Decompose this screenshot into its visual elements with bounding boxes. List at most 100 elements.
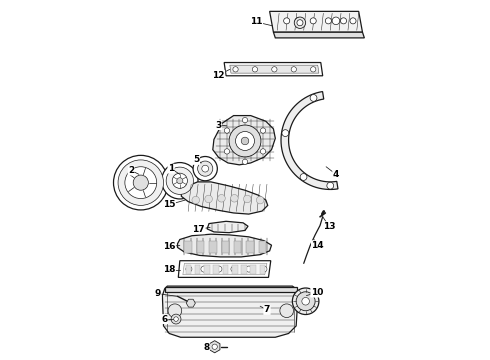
Circle shape — [125, 167, 157, 199]
Circle shape — [224, 128, 230, 133]
Text: 16: 16 — [163, 242, 175, 251]
Bar — [195, 265, 200, 274]
Text: 12: 12 — [212, 71, 225, 80]
Polygon shape — [273, 32, 365, 38]
Circle shape — [310, 18, 316, 24]
Text: 18: 18 — [163, 265, 175, 274]
Circle shape — [261, 266, 267, 272]
Bar — [213, 265, 219, 274]
Circle shape — [224, 149, 230, 154]
Circle shape — [325, 18, 331, 24]
Text: 2: 2 — [128, 166, 134, 175]
Polygon shape — [183, 264, 267, 275]
Circle shape — [216, 266, 222, 272]
Bar — [259, 241, 266, 253]
Text: 17: 17 — [193, 225, 205, 234]
Circle shape — [302, 297, 309, 305]
Circle shape — [310, 95, 317, 102]
Circle shape — [246, 266, 252, 272]
Circle shape — [327, 182, 334, 189]
Polygon shape — [224, 63, 323, 76]
Circle shape — [186, 266, 192, 272]
Circle shape — [162, 163, 198, 199]
Circle shape — [280, 304, 294, 318]
Polygon shape — [281, 91, 338, 189]
Bar — [186, 265, 191, 274]
Circle shape — [233, 67, 238, 72]
Circle shape — [244, 195, 251, 203]
Circle shape — [297, 20, 303, 26]
Circle shape — [133, 175, 148, 190]
Text: 8: 8 — [203, 343, 209, 352]
Polygon shape — [181, 182, 268, 214]
Circle shape — [205, 195, 212, 203]
Circle shape — [341, 18, 346, 24]
Circle shape — [241, 137, 249, 145]
Text: 14: 14 — [312, 241, 324, 250]
Circle shape — [296, 292, 315, 311]
Bar — [232, 265, 238, 274]
Bar — [246, 241, 254, 253]
Bar — [221, 241, 229, 253]
Text: 4: 4 — [333, 170, 339, 179]
Circle shape — [243, 159, 247, 165]
Circle shape — [252, 67, 258, 72]
Circle shape — [229, 125, 261, 157]
Bar — [222, 265, 228, 274]
Circle shape — [294, 17, 306, 28]
Circle shape — [212, 344, 218, 350]
Circle shape — [192, 196, 199, 204]
Circle shape — [243, 117, 247, 123]
Circle shape — [295, 18, 301, 24]
Circle shape — [236, 131, 254, 150]
Circle shape — [193, 157, 218, 181]
Circle shape — [311, 67, 316, 72]
Circle shape — [231, 194, 238, 202]
Polygon shape — [230, 65, 319, 73]
Bar — [241, 265, 247, 274]
Text: 3: 3 — [215, 121, 221, 130]
Bar — [234, 241, 242, 253]
Polygon shape — [162, 286, 298, 337]
Bar — [184, 241, 192, 253]
Circle shape — [118, 160, 164, 206]
Bar — [209, 241, 217, 253]
Circle shape — [300, 174, 307, 180]
Circle shape — [114, 156, 168, 210]
Circle shape — [231, 266, 237, 272]
Polygon shape — [177, 234, 271, 257]
Polygon shape — [270, 12, 363, 32]
Circle shape — [350, 18, 356, 24]
Circle shape — [168, 304, 182, 318]
Circle shape — [174, 317, 178, 321]
Circle shape — [293, 288, 319, 315]
Text: 13: 13 — [323, 222, 335, 231]
Circle shape — [284, 18, 290, 24]
Circle shape — [256, 196, 264, 204]
Circle shape — [202, 165, 209, 172]
Text: 1: 1 — [168, 164, 174, 173]
Text: 5: 5 — [194, 156, 199, 165]
Circle shape — [171, 314, 181, 324]
Circle shape — [282, 130, 289, 136]
Circle shape — [291, 67, 296, 72]
Polygon shape — [178, 261, 271, 278]
Circle shape — [166, 167, 194, 194]
Bar — [197, 241, 204, 253]
Polygon shape — [165, 287, 297, 292]
Circle shape — [172, 173, 187, 188]
Text: 10: 10 — [311, 288, 323, 297]
Circle shape — [272, 67, 277, 72]
Circle shape — [197, 161, 213, 176]
Circle shape — [260, 128, 266, 133]
Circle shape — [201, 266, 207, 272]
Text: 9: 9 — [155, 289, 161, 298]
Text: 11: 11 — [250, 18, 263, 27]
Bar — [260, 265, 266, 274]
Circle shape — [260, 149, 266, 154]
Text: 7: 7 — [264, 306, 270, 315]
Bar — [204, 265, 210, 274]
Polygon shape — [213, 116, 275, 165]
Circle shape — [177, 178, 183, 184]
Circle shape — [332, 17, 340, 24]
